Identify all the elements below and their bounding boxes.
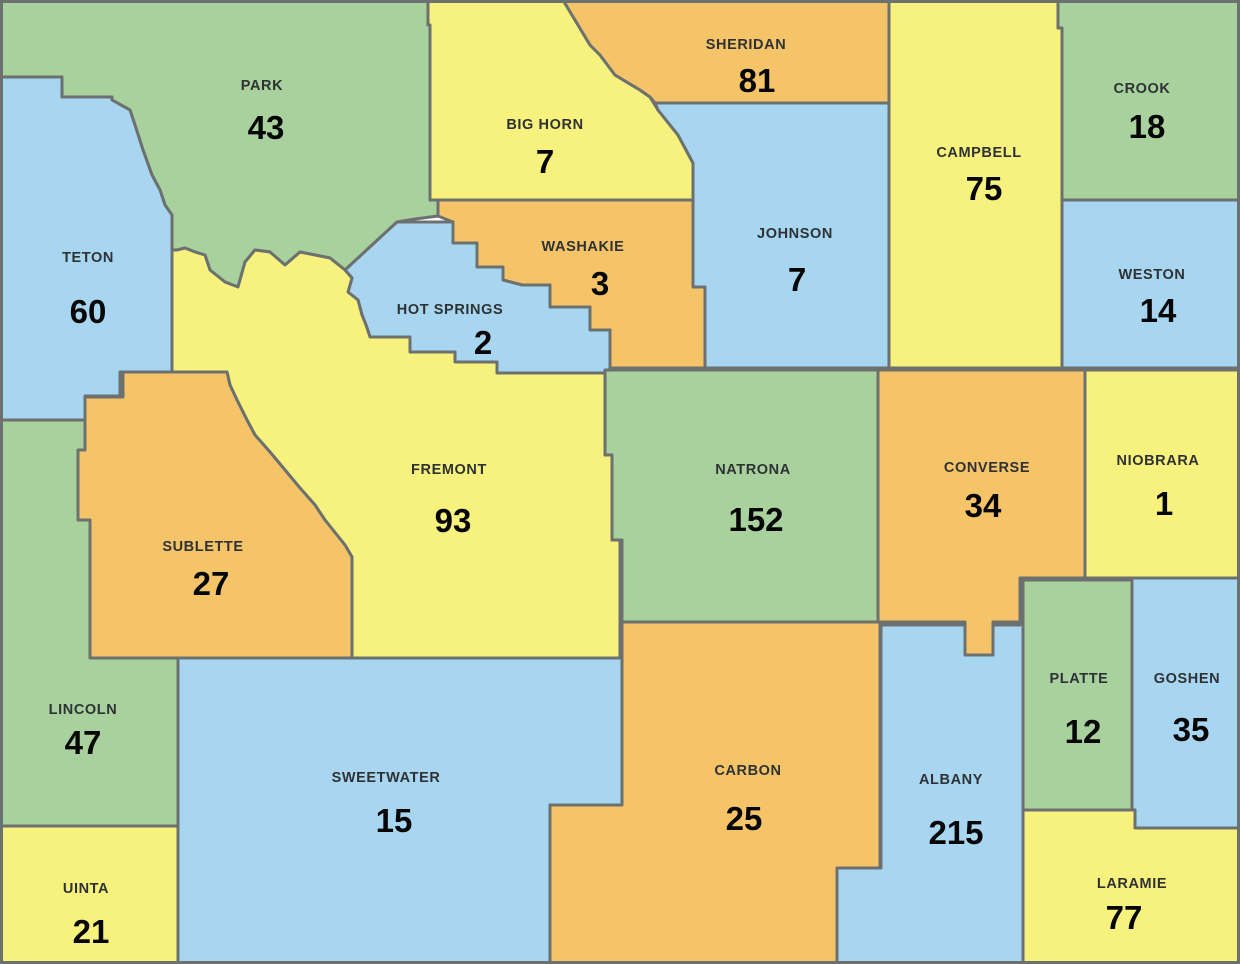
county-hot-springs: HOT SPRINGS 2 bbox=[343, 220, 612, 375]
county-fremont: FREMONT 93 bbox=[170, 246, 622, 660]
county-washakie-value: 3 bbox=[591, 265, 609, 302]
county-carbon-value: 25 bbox=[726, 800, 763, 837]
county-albany-label: ALBANY bbox=[919, 772, 983, 788]
county-lincoln: LINCOLN 47 bbox=[0, 418, 180, 828]
county-hot-springs-value: 2 bbox=[474, 324, 492, 361]
county-teton-value: 60 bbox=[70, 293, 107, 330]
county-sublette-value: 27 bbox=[193, 565, 230, 602]
county-johnson-value: 7 bbox=[788, 261, 806, 298]
county-sheridan-label: SHERIDAN bbox=[706, 37, 787, 53]
county-niobrara: NIOBRARA 1 bbox=[1083, 368, 1240, 580]
county-albany-region[interactable] bbox=[835, 578, 1025, 964]
county-converse: CONVERSE 34 bbox=[876, 368, 1087, 657]
county-natrona: NATRONA 152 bbox=[603, 368, 880, 624]
county-natrona-value: 152 bbox=[728, 501, 783, 538]
county-hot-springs-label: HOT SPRINGS bbox=[397, 302, 504, 318]
county-uinta-label: UINTA bbox=[63, 881, 109, 897]
county-crook-value: 18 bbox=[1129, 108, 1166, 145]
county-washakie-label: WASHAKIE bbox=[542, 239, 625, 255]
county-uinta-value: 21 bbox=[73, 913, 110, 950]
county-crook-label: CROOK bbox=[1114, 81, 1171, 97]
county-albany-value: 215 bbox=[928, 814, 983, 851]
county-goshen-value: 35 bbox=[1173, 711, 1210, 748]
county-johnson-label: JOHNSON bbox=[757, 226, 833, 242]
county-goshen-region[interactable] bbox=[1130, 576, 1240, 830]
county-sublette-label: SUBLETTE bbox=[162, 539, 243, 555]
county-niobrara-label: NIOBRARA bbox=[1117, 453, 1200, 469]
county-platte: PLATTE 12 bbox=[1021, 578, 1134, 812]
county-campbell-label: CAMPBELL bbox=[936, 145, 1021, 161]
county-campbell: CAMPBELL 75 bbox=[887, 0, 1064, 370]
county-laramie-region[interactable] bbox=[1021, 808, 1240, 964]
county-teton-label: TETON bbox=[62, 250, 114, 266]
county-niobrara-value: 1 bbox=[1155, 485, 1173, 522]
county-goshen-label: GOSHEN bbox=[1154, 671, 1220, 687]
county-weston: WESTON 14 bbox=[1060, 198, 1240, 370]
county-weston-region[interactable] bbox=[1060, 198, 1240, 370]
county-natrona-region[interactable] bbox=[603, 368, 880, 624]
county-sweetwater-value: 15 bbox=[376, 802, 413, 839]
county-natrona-label: NATRONA bbox=[715, 462, 791, 478]
county-lincoln-value: 47 bbox=[65, 724, 102, 761]
county-weston-value: 14 bbox=[1140, 292, 1177, 329]
county-uinta-region[interactable] bbox=[0, 824, 180, 964]
county-crook: CROOK 18 bbox=[1056, 0, 1240, 202]
county-weston-label: WESTON bbox=[1119, 267, 1186, 283]
county-goshen: GOSHEN 35 bbox=[1130, 576, 1240, 830]
county-converse-label: CONVERSE bbox=[944, 460, 1030, 476]
county-sweetwater-label: SWEETWATER bbox=[332, 770, 441, 786]
county-platte-value: 12 bbox=[1065, 713, 1102, 750]
county-albany: ALBANY 215 bbox=[835, 578, 1025, 964]
county-platte-region[interactable] bbox=[1021, 578, 1134, 812]
county-converse-value: 34 bbox=[965, 487, 1002, 524]
county-laramie: LARAMIE 77 bbox=[1021, 808, 1240, 964]
county-carbon-label: CARBON bbox=[714, 763, 781, 779]
county-teton: TETON 60 bbox=[0, 75, 174, 422]
county-campbell-value: 75 bbox=[966, 170, 1003, 207]
county-sheridan-value: 81 bbox=[739, 62, 776, 99]
county-fremont-value: 93 bbox=[435, 502, 472, 539]
county-park-value: 43 bbox=[248, 109, 285, 146]
county-park-label: PARK bbox=[241, 78, 283, 94]
county-big-horn-label: BIG HORN bbox=[506, 117, 583, 133]
county-uinta: UINTA 21 bbox=[0, 824, 180, 964]
county-laramie-label: LARAMIE bbox=[1097, 876, 1167, 892]
county-big-horn-value: 7 bbox=[536, 143, 554, 180]
county-fremont-label: FREMONT bbox=[411, 462, 487, 478]
county-johnson: JOHNSON 7 bbox=[653, 101, 891, 370]
county-lincoln-label: LINCOLN bbox=[49, 702, 118, 718]
county-platte-label: PLATTE bbox=[1050, 671, 1109, 687]
county-crook-region[interactable] bbox=[1056, 0, 1240, 202]
county-laramie-value: 77 bbox=[1106, 899, 1143, 936]
county-niobrara-region[interactable] bbox=[1083, 368, 1240, 580]
